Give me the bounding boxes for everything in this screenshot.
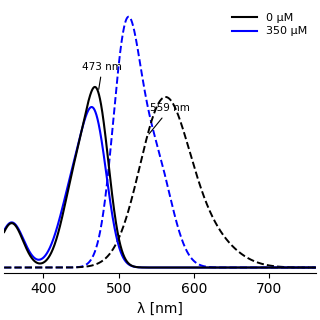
350 μM bbox=[0, 233, 4, 237]
350 μM bbox=[279, 266, 283, 269]
0 μM bbox=[0, 235, 4, 239]
0 μM bbox=[137, 265, 140, 269]
0 μM bbox=[123, 256, 127, 260]
X-axis label: λ [nm]: λ [nm] bbox=[137, 302, 183, 316]
0 μM bbox=[36, 261, 40, 265]
350 μM bbox=[137, 265, 140, 269]
Line: 350 μM: 350 μM bbox=[2, 107, 320, 268]
Line: 0 μM: 0 μM bbox=[2, 87, 320, 268]
Text: 473 nm: 473 nm bbox=[83, 61, 122, 89]
350 μM bbox=[123, 258, 127, 262]
0 μM bbox=[93, 85, 97, 89]
0 μM bbox=[279, 266, 283, 269]
350 μM bbox=[314, 266, 317, 269]
350 μM bbox=[36, 258, 40, 262]
0 μM bbox=[55, 234, 59, 238]
350 μM bbox=[55, 224, 59, 228]
0 μM bbox=[314, 266, 317, 269]
350 μM bbox=[90, 105, 93, 109]
Legend: 0 μM, 350 μM: 0 μM, 350 μM bbox=[229, 10, 310, 40]
Text: 559 nm: 559 nm bbox=[149, 103, 190, 134]
